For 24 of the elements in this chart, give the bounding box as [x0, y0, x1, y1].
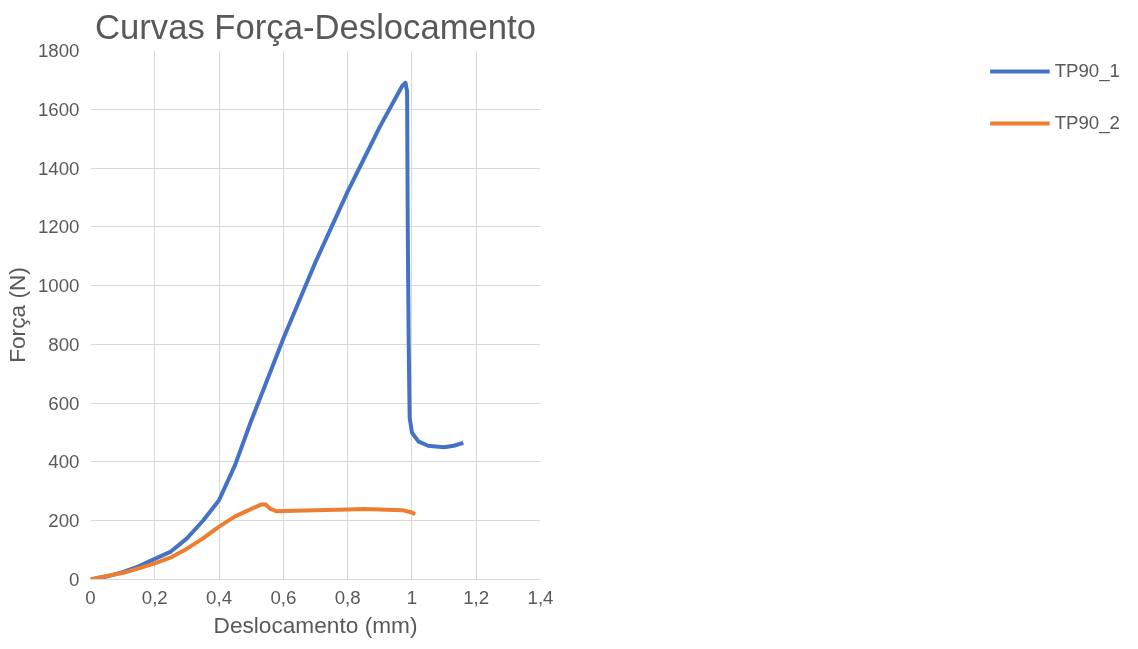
x-tick-label: 1,2	[463, 586, 490, 608]
y-tick-label: 1800	[38, 40, 80, 61]
x-tick-label: 0,4	[206, 586, 233, 608]
y-tick-label: 1600	[38, 98, 80, 120]
legend-label: TP90_2	[1054, 112, 1120, 134]
x-tick-label: 0,6	[270, 586, 297, 608]
y-tick-label: 1400	[38, 157, 80, 179]
chart-title: Curvas Força-Deslocamento	[94, 7, 537, 46]
y-tick-label: 600	[48, 392, 80, 414]
y-tick-label: 1000	[38, 275, 80, 297]
y-tick-label: 1200	[38, 216, 80, 238]
x-tick-label: 0	[85, 586, 96, 608]
y-tick-label: 200	[48, 510, 80, 532]
x-tick-label: 0,8	[334, 586, 361, 608]
legend-label: TP90_1	[1054, 60, 1120, 82]
y-tick-label: 0	[69, 569, 80, 590]
x-axis-title: Deslocamento (mm)	[213, 611, 418, 638]
x-tick-label: 1	[406, 586, 418, 608]
y-tick-label: 800	[48, 333, 80, 355]
x-tick-label: 1,4	[527, 586, 554, 608]
line-series	[90, 502, 418, 580]
y-tick-label: 400	[48, 451, 80, 473]
y-axis-title: Força (N)	[4, 267, 30, 363]
x-tick-label: 0,2	[141, 586, 168, 608]
